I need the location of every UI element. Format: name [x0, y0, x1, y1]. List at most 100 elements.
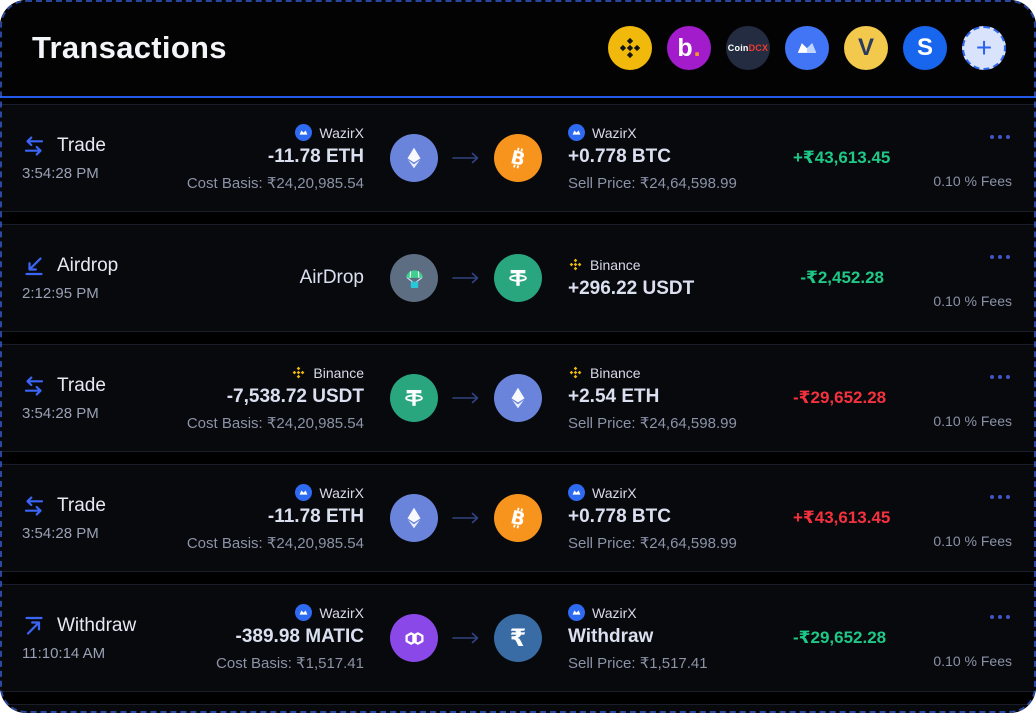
transaction-row[interactable]: Trade 3:54:28 PM WazirX -11.78 ETH Cost …	[0, 464, 1036, 572]
more-options-icon[interactable]	[988, 373, 1012, 381]
sent-column: WazirX -11.78 ETH Cost Basis: ₹24,20,985…	[162, 124, 364, 192]
sent-exchange-label: WazirX	[319, 604, 364, 621]
arrow-right-icon	[452, 512, 479, 524]
pnl-value: +₹43,613.45	[793, 508, 891, 527]
pnl-value: -₹29,652.28	[793, 628, 887, 647]
received-column: WazirX Withdraw Sell Price: ₹1,517.41	[568, 604, 793, 672]
arrow-right-icon	[452, 152, 479, 164]
inr-coin-icon: ₹	[494, 614, 542, 662]
sell-price: Sell Price: ₹24,64,598.99	[568, 535, 737, 552]
time-label: 3:54:28 PM	[22, 525, 99, 542]
transaction-row[interactable]: Trade 3:54:28 PM WazirX -11.78 ETH Cost …	[0, 104, 1036, 212]
received-amount: +0.778 BTC	[568, 146, 671, 167]
meta-column: 0.10 % Fees	[896, 105, 1018, 211]
sell-price: Sell Price: ₹24,64,598.99	[568, 175, 737, 192]
airdrop-icon	[22, 254, 46, 278]
binance-badge-icon	[568, 365, 583, 380]
wazirx-exchange-icon[interactable]	[785, 26, 829, 70]
header-accent-rule	[0, 96, 1036, 98]
withdraw-icon	[22, 614, 46, 638]
type-label: Withdraw	[57, 615, 137, 636]
more-options-icon[interactable]	[988, 253, 1012, 261]
pnl-value: -₹29,652.28	[793, 388, 887, 407]
eth-coin-icon	[494, 374, 542, 422]
fees-label: 0.10 % Fees	[933, 173, 1012, 189]
sent-column: AirDrop	[162, 267, 364, 289]
type-column: Airdrop 2:12:95 PM	[22, 254, 162, 302]
received-amount: +0.778 BTC	[568, 506, 671, 527]
bitbns-dot: .	[693, 33, 701, 62]
time-label: 11:10:14 AM	[22, 645, 106, 662]
type-label: Trade	[57, 375, 106, 396]
received-amount: +296.22 USDT	[568, 277, 695, 299]
pnl-column: +₹43,613.45	[793, 148, 896, 168]
coin-pair	[390, 494, 542, 542]
usdt-coin-icon	[390, 374, 438, 422]
binance-badge-icon	[568, 257, 583, 272]
sent-amount: -389.98 MATIC	[235, 626, 364, 647]
transaction-row[interactable]: Trade 3:54:28 PM Binance -7,538.72 USDT …	[0, 344, 1036, 452]
sent-exchange-label: WazirX	[319, 484, 364, 501]
pnl-value: -₹2,452.28	[800, 268, 884, 287]
more-options-icon[interactable]	[988, 133, 1012, 141]
more-options-icon[interactable]	[988, 613, 1012, 621]
bitbns-letter: b	[677, 33, 693, 62]
type-column: Trade 3:54:28 PM	[22, 494, 162, 542]
pnl-value: +₹43,613.45	[793, 148, 891, 167]
exchange-bar: b. Coin DCX V S +	[608, 26, 1006, 70]
time-label: 3:54:28 PM	[22, 405, 99, 422]
add-exchange-button[interactable]: +	[962, 26, 1006, 70]
plus-icon: +	[975, 32, 993, 63]
wazirx-badge-icon	[295, 604, 313, 621]
type-label: Airdrop	[57, 255, 119, 276]
pnl-column: -₹2,452.28	[793, 268, 896, 288]
transaction-row-partial[interactable]	[0, 704, 1036, 713]
pnl-column: +₹43,613.45	[793, 508, 896, 528]
eth-coin-icon	[390, 134, 438, 182]
btc-coin-icon	[494, 134, 542, 182]
matic-coin-icon	[390, 614, 438, 662]
meta-column: 0.10 % Fees	[896, 585, 1018, 691]
time-label: 2:12:95 PM	[22, 285, 99, 302]
type-label: Trade	[57, 135, 106, 156]
type-column: Trade 3:54:28 PM	[22, 374, 162, 422]
meta-column: 0.10 % Fees	[896, 465, 1018, 571]
transaction-row[interactable]: Withdraw 11:10:14 AM WazirX -389.98 MATI…	[0, 584, 1036, 692]
sent-column: Binance -7,538.72 USDT Cost Basis: ₹24,2…	[162, 365, 364, 432]
wazirx-badge-icon	[568, 484, 585, 501]
binance-badge-icon	[291, 365, 306, 380]
vauld-exchange-icon[interactable]: V	[844, 26, 888, 70]
coinswitch-exchange-icon[interactable]: S	[903, 26, 947, 70]
type-column: Withdraw 11:10:14 AM	[22, 614, 162, 662]
received-column: Binance +296.22 USDT	[568, 257, 793, 300]
sent-exchange-label: Binance	[313, 364, 364, 381]
coindcx-exchange-icon[interactable]: Coin DCX	[726, 26, 770, 70]
cost-basis: Cost Basis: ₹24,20,985.54	[186, 414, 364, 432]
sent-column: WazirX -389.98 MATIC Cost Basis: ₹1,517.…	[162, 604, 364, 672]
received-amount: Withdraw	[568, 626, 654, 647]
received-exchange-label: WazirX	[592, 484, 637, 501]
wazirx-badge-icon	[295, 484, 313, 501]
page-title: Transactions	[32, 30, 227, 65]
wazirx-badge-icon	[568, 124, 585, 141]
bitbns-exchange-icon[interactable]: b.	[667, 26, 711, 70]
coin-pair	[390, 374, 542, 422]
type-label: Trade	[57, 495, 106, 516]
trade-icon	[22, 374, 46, 398]
arrow-right-icon	[452, 632, 479, 644]
binance-exchange-icon[interactable]	[608, 26, 652, 70]
more-options-icon[interactable]	[988, 493, 1012, 501]
fees-label: 0.10 % Fees	[933, 413, 1012, 429]
eth-coin-icon	[390, 494, 438, 542]
transaction-row[interactable]: Airdrop 2:12:95 PM AirDrop Binance +296.…	[0, 224, 1036, 332]
received-column: WazirX +0.778 BTC Sell Price: ₹24,64,598…	[568, 484, 793, 552]
cost-basis: Cost Basis: ₹24,20,985.54	[186, 175, 364, 192]
wazirx-logo-icon	[797, 43, 817, 53]
sent-exchange-label: WazirX	[319, 124, 364, 141]
sent-amount: -7,538.72 USDT	[226, 385, 364, 407]
coin-pair	[390, 254, 542, 302]
vauld-letter: V	[857, 34, 874, 61]
time-label: 3:54:28 PM	[22, 165, 99, 182]
header: Transactions b. Coin DCX V S +	[0, 0, 1036, 96]
